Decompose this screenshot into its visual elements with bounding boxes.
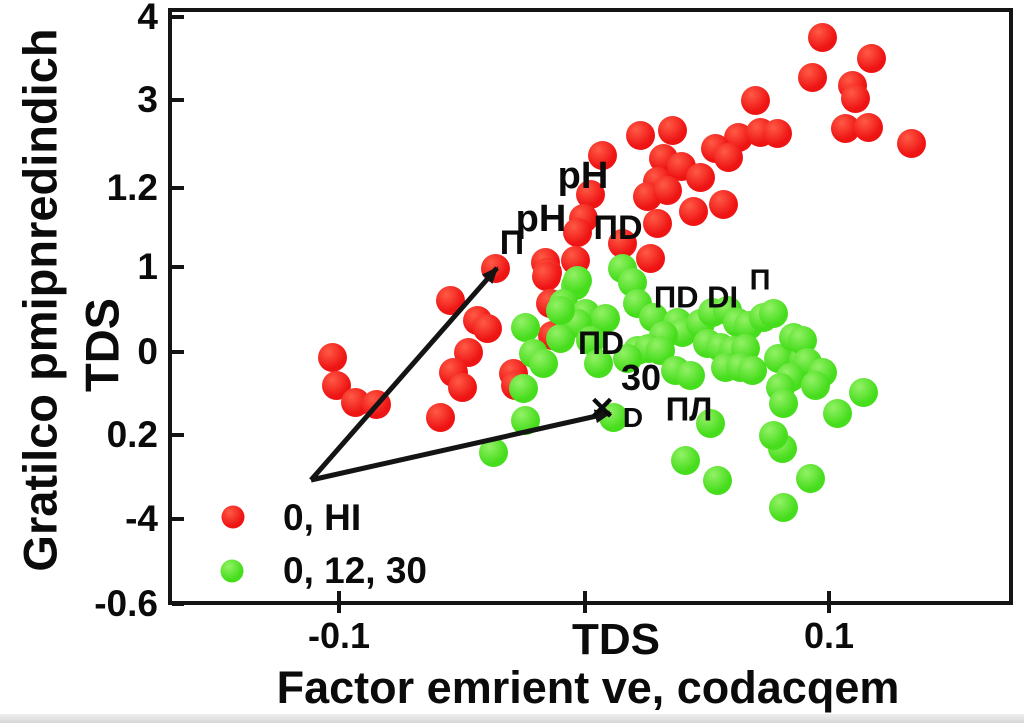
data-point — [714, 143, 743, 172]
x-tick-mark — [337, 591, 341, 613]
y-tick-mark — [172, 186, 184, 190]
legend-marker-red — [221, 505, 245, 529]
data-point — [546, 296, 575, 325]
data-point — [696, 409, 725, 438]
data-point — [671, 446, 700, 475]
data-point — [679, 197, 708, 226]
point-annotation: ПD DI — [653, 279, 739, 315]
legend-label-green: 0, 12, 30 — [283, 550, 428, 591]
data-point — [796, 464, 825, 493]
y-tick-mark — [172, 350, 184, 354]
point-annotation: ПЛ — [665, 390, 713, 428]
data-point — [511, 406, 540, 435]
y-axis-title-line2: TDS — [75, 298, 129, 392]
data-point — [738, 356, 767, 385]
point-annotation: П — [499, 224, 525, 262]
data-point — [759, 299, 788, 328]
point-annotation: pH — [515, 198, 567, 240]
data-point — [588, 141, 617, 170]
data-point — [849, 378, 878, 407]
point-annotation: 30 — [620, 357, 662, 398]
x-axis-title: Factor emrient ve, codacqem — [276, 662, 900, 713]
point-annotation: ПD — [577, 325, 625, 361]
y-tick-mark — [172, 15, 184, 19]
data-point — [608, 229, 637, 258]
y-tick-label: -4 — [125, 498, 158, 539]
y-tick-label: 3 — [137, 79, 158, 120]
data-point — [823, 399, 852, 428]
data-point — [798, 63, 827, 92]
y-tick-label: 0 — [137, 331, 158, 372]
point-annotation: D — [622, 402, 644, 433]
data-point — [741, 86, 770, 115]
data-point — [362, 390, 391, 419]
point-annotation: pH — [557, 155, 609, 197]
data-point — [643, 209, 672, 238]
data-point — [841, 84, 870, 113]
data-point — [448, 373, 477, 402]
data-point — [532, 262, 561, 291]
data-point — [676, 361, 705, 390]
legend-marker-green — [220, 559, 244, 583]
x-tick-mark — [827, 591, 831, 613]
y-tick-mark — [172, 517, 184, 521]
data-point — [801, 371, 830, 400]
y-axis-title-line1: Gratilco pmipnredindich — [13, 28, 67, 572]
data-point — [546, 324, 575, 353]
y-tick-label: 1.2 — [106, 167, 158, 208]
y-tick-mark — [172, 602, 184, 606]
x-tick-label: 0.1 — [803, 615, 855, 656]
data-point — [857, 44, 886, 73]
data-point — [703, 466, 732, 495]
data-point — [769, 389, 798, 418]
data-point — [529, 349, 558, 378]
data-point — [436, 286, 465, 315]
y-tick-mark — [172, 265, 184, 269]
data-point — [636, 244, 665, 273]
data-point — [613, 344, 642, 373]
point-annotation: × — [590, 386, 614, 430]
data-point — [473, 314, 502, 343]
y-tick-label: 1 — [137, 246, 158, 287]
data-point — [563, 218, 592, 247]
y-tick-label: 4 — [137, 0, 158, 37]
data-point — [653, 176, 682, 205]
bottom-artifact-strip — [0, 714, 1024, 723]
data-point — [658, 116, 687, 145]
data-point — [763, 119, 792, 148]
data-point — [479, 438, 508, 467]
x-tick-mark — [583, 591, 587, 613]
y-tick-label: 0.2 — [106, 414, 158, 455]
y-tick-mark — [172, 98, 184, 102]
data-point — [626, 121, 655, 150]
legend-label-red: 0, HI — [283, 497, 362, 538]
data-point — [897, 129, 926, 158]
x-axis-center-label: TDS — [572, 615, 660, 664]
point-annotation: П — [749, 264, 771, 297]
data-point — [709, 190, 738, 219]
data-point — [511, 313, 540, 342]
data-point — [854, 113, 883, 142]
data-point — [426, 403, 455, 432]
y-tick-mark — [172, 433, 184, 437]
y-tick-label: -0.6 — [94, 583, 158, 624]
data-point — [759, 421, 788, 450]
data-point — [769, 493, 798, 522]
data-point — [584, 349, 613, 378]
data-point — [808, 23, 837, 52]
data-point — [686, 163, 715, 192]
x-tick-label: -0.1 — [307, 615, 371, 656]
data-point — [318, 343, 347, 372]
data-point — [509, 374, 538, 403]
point-annotation: ПD — [593, 209, 643, 247]
